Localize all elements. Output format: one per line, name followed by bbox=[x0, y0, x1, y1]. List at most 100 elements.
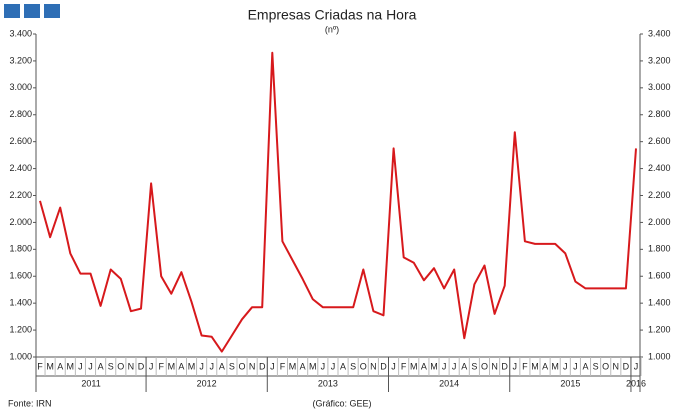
x-tick-label: D bbox=[623, 361, 630, 371]
x-tick-label: F bbox=[280, 361, 286, 371]
y-tick-label: 1.000 bbox=[9, 351, 32, 361]
x-tick-label: O bbox=[602, 361, 609, 371]
y-tick-label: 2.000 bbox=[9, 217, 32, 227]
x-tick-label: D bbox=[501, 361, 508, 371]
x-tick-label: N bbox=[128, 361, 135, 371]
series-line bbox=[39, 51, 637, 353]
logo-square bbox=[44, 4, 60, 18]
x-tick-label: M bbox=[309, 361, 317, 371]
x-tick-label: M bbox=[67, 361, 75, 371]
y2-tick-label: 1.800 bbox=[648, 244, 671, 254]
x-tick-label: M bbox=[410, 361, 418, 371]
x-tick-label: A bbox=[57, 361, 63, 371]
x-tick-label: A bbox=[178, 361, 184, 371]
x-tick-label: J bbox=[452, 361, 457, 371]
x-tick-label: N bbox=[613, 361, 620, 371]
y2-tick-label: 1.400 bbox=[648, 298, 671, 308]
x-tick-label: M bbox=[551, 361, 559, 371]
x-tick-label: A bbox=[542, 361, 548, 371]
y2-tick-label: 2.600 bbox=[648, 136, 671, 146]
y-tick-label: 1.800 bbox=[9, 244, 32, 254]
x-tick-label: M bbox=[46, 361, 54, 371]
y2-tick-label: 1.600 bbox=[648, 271, 671, 281]
year-label: 2015 bbox=[560, 378, 580, 388]
x-tick-label: J bbox=[563, 361, 568, 371]
x-tick-label: A bbox=[300, 361, 306, 371]
x-tick-label: J bbox=[634, 361, 639, 371]
chart-title: Empresas Criadas na Hora bbox=[248, 7, 417, 23]
year-label: 2011 bbox=[81, 378, 100, 388]
y-tick-label: 2.200 bbox=[9, 190, 32, 200]
y-tick-label: 1.200 bbox=[9, 324, 32, 334]
chart-subtitle: (nº) bbox=[325, 24, 339, 34]
x-tick-label: J bbox=[209, 361, 214, 371]
x-tick-label: D bbox=[259, 361, 266, 371]
y2-tick-label: 3.400 bbox=[648, 28, 671, 38]
y-tick-label: 2.400 bbox=[9, 163, 32, 173]
x-tick-label: J bbox=[270, 361, 275, 371]
x-tick-label: J bbox=[513, 361, 518, 371]
year-label: 2013 bbox=[318, 378, 338, 388]
y2-tick-label: 1.000 bbox=[648, 351, 671, 361]
x-tick-label: A bbox=[461, 361, 467, 371]
y-tick-label: 1.600 bbox=[9, 271, 32, 281]
x-tick-label: S bbox=[593, 361, 599, 371]
x-tick-label: F bbox=[37, 361, 43, 371]
x-tick-label: S bbox=[471, 361, 477, 371]
x-tick-label: J bbox=[321, 361, 326, 371]
x-tick-label: M bbox=[188, 361, 196, 371]
x-tick-label: J bbox=[78, 361, 83, 371]
x-tick-label: J bbox=[391, 361, 396, 371]
x-tick-label: A bbox=[421, 361, 427, 371]
x-tick-label: O bbox=[360, 361, 367, 371]
y-tick-label: 3.000 bbox=[9, 82, 32, 92]
year-label: 2014 bbox=[439, 378, 459, 388]
credit: (Gráfico: GEE) bbox=[312, 398, 371, 408]
x-tick-label: D bbox=[380, 361, 387, 371]
year-label: 2012 bbox=[197, 378, 217, 388]
y-tick-label: 2.600 bbox=[9, 136, 32, 146]
x-tick-label: M bbox=[168, 361, 176, 371]
x-tick-label: A bbox=[219, 361, 225, 371]
x-tick-label: J bbox=[199, 361, 204, 371]
x-tick-label: D bbox=[138, 361, 145, 371]
x-tick-label: J bbox=[88, 361, 93, 371]
source: Fonte: IRN bbox=[8, 398, 52, 408]
x-tick-label: A bbox=[340, 361, 346, 371]
x-tick-label: J bbox=[331, 361, 336, 371]
x-tick-label: S bbox=[108, 361, 114, 371]
x-tick-label: F bbox=[401, 361, 407, 371]
y2-tick-label: 2.000 bbox=[648, 217, 671, 227]
x-tick-label: O bbox=[481, 361, 488, 371]
x-tick-label: J bbox=[149, 361, 154, 371]
y2-tick-label: 2.400 bbox=[648, 163, 671, 173]
y-tick-label: 2.800 bbox=[9, 109, 32, 119]
y2-tick-label: 2.200 bbox=[648, 190, 671, 200]
y-tick-label: 3.400 bbox=[9, 28, 32, 38]
x-tick-label: J bbox=[573, 361, 578, 371]
year-label: 2016 bbox=[626, 378, 646, 388]
x-tick-label: O bbox=[117, 361, 124, 371]
x-tick-label: O bbox=[239, 361, 246, 371]
x-tick-label: S bbox=[350, 361, 356, 371]
y2-tick-label: 1.200 bbox=[648, 324, 671, 334]
x-tick-label: N bbox=[370, 361, 377, 371]
logo-square bbox=[4, 4, 20, 18]
y2-tick-label: 3.000 bbox=[648, 82, 671, 92]
logo-square bbox=[24, 4, 40, 18]
x-tick-label: S bbox=[229, 361, 235, 371]
x-tick-label: M bbox=[531, 361, 539, 371]
x-tick-label: F bbox=[522, 361, 528, 371]
y2-tick-label: 3.200 bbox=[648, 55, 671, 65]
x-tick-label: M bbox=[289, 361, 297, 371]
y2-tick-label: 2.800 bbox=[648, 109, 671, 119]
x-tick-label: J bbox=[442, 361, 447, 371]
y-tick-label: 1.400 bbox=[9, 298, 32, 308]
x-tick-label: N bbox=[491, 361, 498, 371]
y-tick-label: 3.200 bbox=[9, 55, 32, 65]
x-tick-label: N bbox=[249, 361, 256, 371]
x-tick-label: M bbox=[430, 361, 438, 371]
x-tick-label: A bbox=[582, 361, 588, 371]
x-tick-label: F bbox=[158, 361, 164, 371]
